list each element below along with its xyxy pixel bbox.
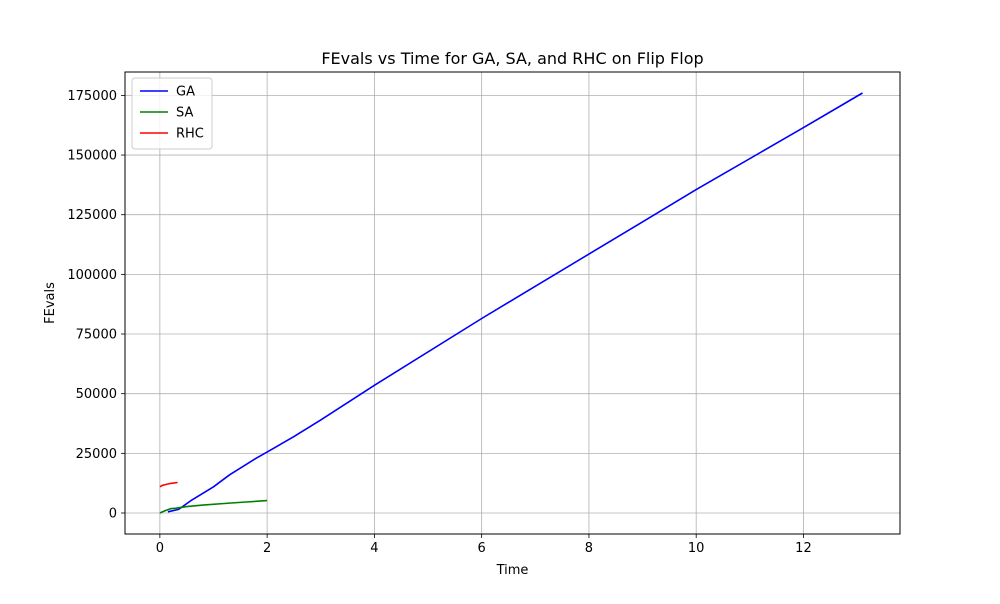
x-tick-label: 6: [478, 541, 486, 556]
series-line-ga: [167, 92, 863, 513]
x-tick-label: 0: [156, 541, 164, 556]
grid-layer: [125, 72, 900, 534]
plot-frame: [124, 71, 901, 535]
y-tick-label: 75000: [76, 328, 117, 343]
x-tick-label: 10: [688, 541, 705, 556]
x-tick-label: 4: [370, 541, 378, 556]
x-tick-label: 2: [263, 541, 271, 556]
y-tick-label: 175000: [67, 89, 117, 104]
legend-label-rhc: RHC: [176, 127, 204, 142]
y-tick-label: 150000: [67, 149, 117, 164]
series-line-sa: [159, 499, 268, 514]
chart-title: FEvals vs Time for GA, SA, and RHC on Fl…: [321, 49, 703, 68]
legend: GA SA RHC: [131, 77, 213, 150]
x-tick-label: 12: [795, 541, 812, 556]
y-axis-title: FEvals: [43, 282, 58, 324]
tick-layer: 0 2 4 6 8 10 12 0 25000 50000 75000 100000 125000 150…: [67, 89, 811, 556]
x-tick-label: 8: [585, 541, 593, 556]
y-tick-label: 125000: [67, 208, 117, 223]
legend-label-ga: GA: [176, 85, 195, 100]
y-tick-label: 25000: [76, 447, 117, 462]
x-axis-title: Time: [496, 563, 529, 578]
series-layer: [159, 92, 863, 514]
legend-label-sa: SA: [176, 106, 193, 121]
legend-box: [131, 77, 213, 150]
y-tick-label: 50000: [76, 387, 117, 402]
y-tick-label: 0: [109, 507, 117, 522]
series-line-rhc: [159, 481, 178, 488]
y-tick-label: 100000: [67, 268, 117, 283]
